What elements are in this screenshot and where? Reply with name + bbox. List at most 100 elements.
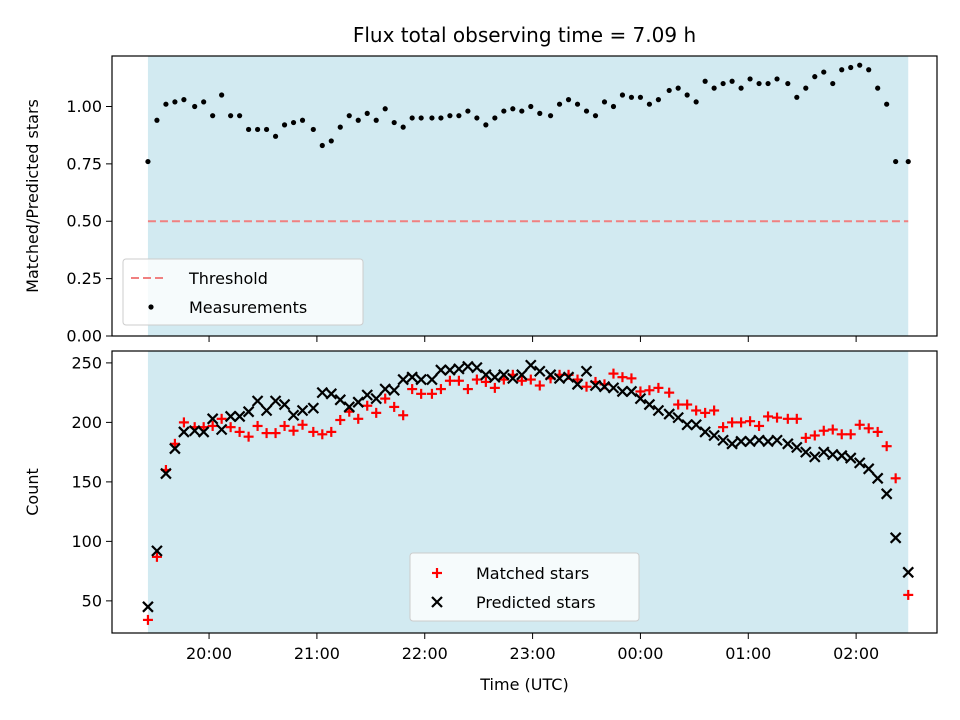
matched-star-point bbox=[809, 430, 820, 441]
predicted-star-point bbox=[269, 395, 282, 407]
cross-stroke bbox=[370, 392, 382, 405]
y-tick-label: 100 bbox=[71, 532, 102, 551]
measurement-point bbox=[619, 92, 626, 98]
measurement-point bbox=[373, 117, 379, 123]
count-panel: 50 100 150 200 250 20:00 21:00 22:00 23:00 00:00… bbox=[23, 350, 938, 694]
predicted-star-point bbox=[562, 371, 575, 383]
cross-stroke bbox=[361, 389, 374, 401]
predicted-star-point bbox=[862, 463, 875, 475]
matched-star-point bbox=[534, 380, 545, 391]
legend-measurements-swatch bbox=[148, 304, 154, 310]
y-tick-label: 150 bbox=[71, 472, 102, 491]
predicted-star-point bbox=[889, 532, 902, 544]
legend-threshold-label: Threshold bbox=[188, 269, 268, 288]
matched-star-point bbox=[772, 412, 783, 423]
cross-stroke bbox=[242, 405, 255, 418]
count-legend-box bbox=[409, 552, 640, 622]
measurements-points bbox=[145, 62, 911, 165]
cross-stroke bbox=[251, 395, 264, 407]
matched-star-point bbox=[471, 374, 482, 385]
matched-star-point bbox=[453, 375, 464, 386]
matched-star-point bbox=[435, 384, 446, 395]
predicted-star-point bbox=[260, 404, 273, 417]
cross-stroke bbox=[415, 373, 427, 386]
measurement-point bbox=[337, 124, 343, 130]
measurement-point bbox=[438, 115, 444, 121]
x-tick-label: 22:00 bbox=[402, 644, 448, 663]
chart-title: Flux total observing time = 7.09 h bbox=[353, 23, 696, 47]
cross-stroke bbox=[726, 438, 738, 450]
measurement-point bbox=[884, 101, 890, 107]
cross-stroke bbox=[260, 404, 273, 417]
y-tick-label: 1.00 bbox=[66, 97, 102, 116]
measurement-point bbox=[328, 138, 334, 144]
measurement-point bbox=[409, 115, 415, 121]
matched-star-point bbox=[763, 411, 774, 422]
predicted-star-point bbox=[489, 371, 501, 383]
cross-stroke bbox=[406, 371, 418, 383]
measurement-point bbox=[655, 97, 662, 103]
measurement-point bbox=[418, 115, 424, 121]
matched-star-point bbox=[872, 426, 883, 437]
measurement-point bbox=[646, 101, 653, 107]
y-tick-label: 50 bbox=[82, 591, 102, 610]
predicted-star-point bbox=[415, 373, 427, 386]
ratio-x-ticks bbox=[208, 336, 857, 342]
cross-stroke bbox=[489, 371, 501, 383]
measurement-point bbox=[391, 119, 397, 126]
measurement-point bbox=[346, 113, 352, 119]
cross-stroke bbox=[808, 451, 821, 463]
predicted-star-point bbox=[663, 408, 675, 420]
measurement-point bbox=[794, 94, 800, 100]
matched-star-point bbox=[480, 376, 491, 387]
predicted-star-point bbox=[762, 435, 774, 448]
measurement-point bbox=[830, 80, 836, 87]
cross-stroke bbox=[652, 404, 665, 417]
predicted-star-point bbox=[343, 401, 356, 413]
matched-star-point bbox=[516, 375, 527, 386]
measurement-point bbox=[364, 110, 370, 116]
cross-stroke bbox=[835, 449, 848, 462]
measurement-point bbox=[299, 117, 306, 123]
measurement-point bbox=[210, 113, 216, 119]
cross-stroke bbox=[782, 438, 794, 450]
measurement-point bbox=[310, 126, 316, 133]
cross-stroke bbox=[598, 380, 611, 393]
matched-star-point bbox=[745, 416, 756, 427]
predicted-star-point bbox=[361, 389, 374, 401]
cross-stroke bbox=[771, 434, 783, 447]
cross-stroke bbox=[753, 434, 765, 447]
measurement-point bbox=[905, 158, 911, 165]
cross-stroke bbox=[188, 424, 201, 437]
matched-star-point bbox=[207, 420, 218, 431]
predicted-star-point bbox=[169, 442, 181, 455]
matched-star-point bbox=[754, 420, 765, 431]
cross-stroke bbox=[580, 365, 593, 378]
matched-star-point bbox=[653, 382, 664, 393]
measurement-point bbox=[711, 85, 717, 91]
predicted-star-point bbox=[880, 488, 893, 500]
matched-star-point bbox=[225, 422, 236, 433]
matched-star-point bbox=[791, 413, 802, 424]
measurement-point bbox=[637, 94, 644, 100]
cross-stroke bbox=[151, 545, 163, 557]
cross-stroke bbox=[388, 384, 400, 397]
cross-stroke bbox=[817, 446, 830, 458]
predicted-star-point bbox=[533, 365, 546, 378]
ratio-panel: 0.00 0.25 0.50 0.75 1.00 Flux total observin… bbox=[23, 23, 938, 346]
predicted-star-point bbox=[571, 378, 584, 391]
measurement-point bbox=[601, 99, 608, 105]
cross-stroke bbox=[800, 446, 812, 458]
matched-star-point bbox=[525, 374, 536, 385]
cross-stroke bbox=[699, 426, 711, 438]
matched-star-point bbox=[709, 405, 720, 416]
cross-stroke bbox=[278, 398, 291, 411]
matched-star-point bbox=[682, 399, 693, 410]
cross-stroke bbox=[316, 386, 329, 399]
predicted-star-point bbox=[453, 363, 465, 375]
cross-stroke bbox=[269, 395, 282, 407]
cross-stroke bbox=[681, 418, 693, 431]
measurement-point bbox=[537, 110, 543, 116]
predicted-star-point bbox=[307, 402, 320, 414]
measurement-point bbox=[628, 94, 635, 100]
